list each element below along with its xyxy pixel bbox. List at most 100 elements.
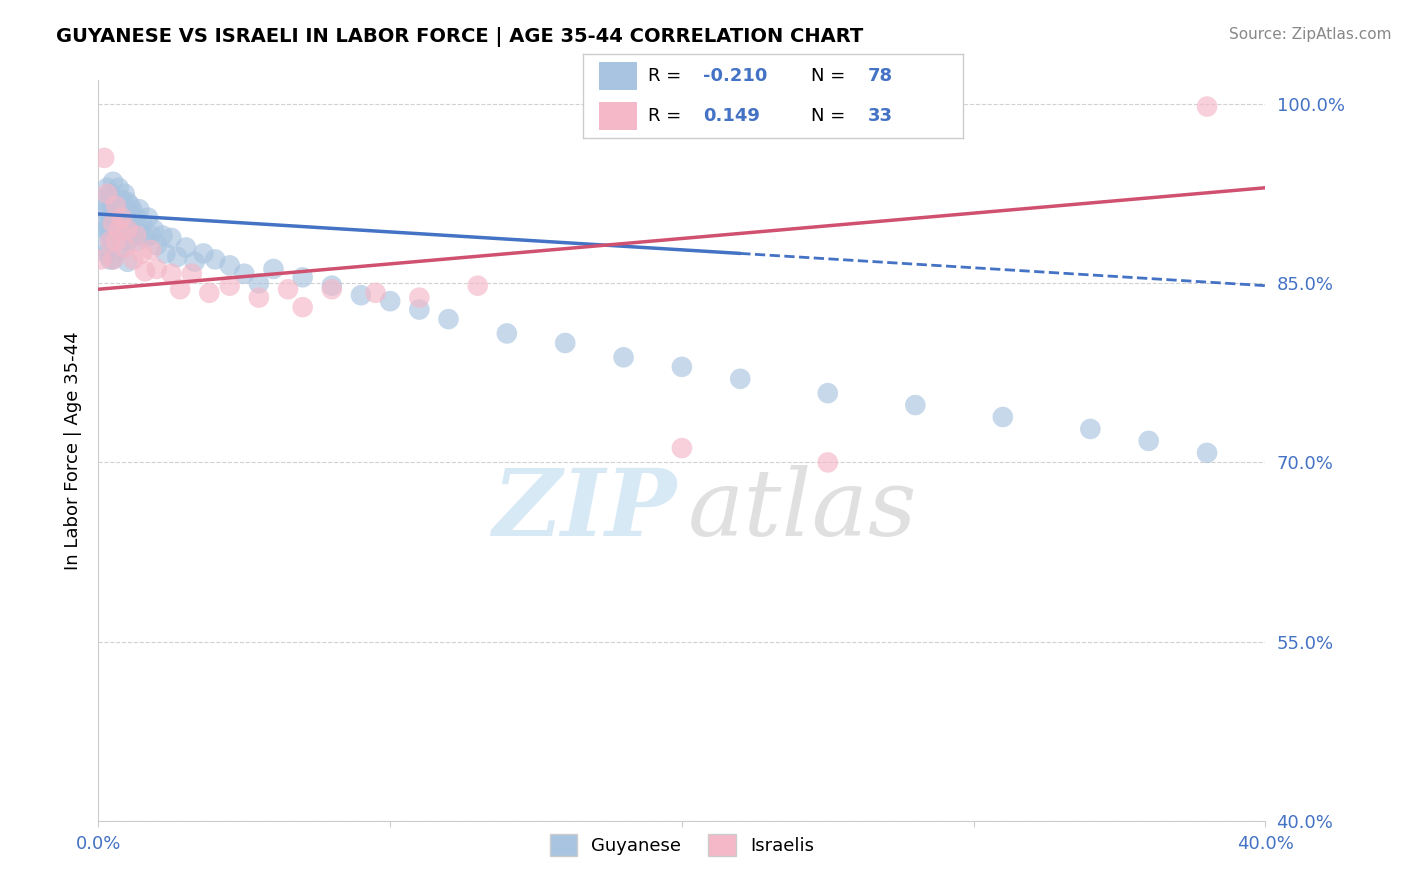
Text: R =: R = — [648, 107, 688, 125]
Point — [198, 285, 221, 300]
Point — [111, 193, 134, 207]
Point — [496, 326, 519, 341]
Point — [131, 246, 153, 260]
Point — [125, 211, 148, 225]
Point — [114, 240, 136, 254]
Point — [612, 351, 634, 365]
Point — [134, 264, 156, 278]
Point — [817, 386, 839, 401]
Point — [139, 243, 162, 257]
Point — [904, 398, 927, 412]
Point — [101, 252, 124, 267]
Point — [408, 302, 430, 317]
Point — [90, 193, 112, 207]
Point — [218, 278, 240, 293]
Point — [247, 277, 270, 291]
Point — [321, 278, 343, 293]
Point — [104, 193, 127, 207]
Point — [174, 240, 197, 254]
Point — [122, 204, 145, 219]
Point — [262, 262, 284, 277]
Point — [554, 336, 576, 351]
Point — [120, 199, 142, 213]
Point — [111, 211, 134, 225]
Point — [114, 207, 136, 221]
Point — [380, 294, 402, 309]
Point — [96, 246, 118, 260]
Point — [1080, 422, 1102, 436]
Bar — [599, 62, 637, 90]
Point — [104, 235, 127, 249]
Point — [408, 291, 430, 305]
Text: GUYANESE VS ISRAELI IN LABOR FORCE | AGE 35-44 CORRELATION CHART: GUYANESE VS ISRAELI IN LABOR FORCE | AGE… — [56, 27, 863, 46]
Point — [125, 228, 148, 243]
Point — [160, 231, 183, 245]
Point — [101, 217, 124, 231]
Point — [193, 246, 215, 260]
Text: atlas: atlas — [688, 465, 917, 555]
Point — [117, 217, 139, 231]
Point — [671, 359, 693, 374]
Point — [467, 278, 489, 293]
Point — [364, 285, 387, 300]
Point — [146, 238, 169, 252]
Point — [98, 211, 121, 225]
Point — [93, 151, 115, 165]
Point — [218, 259, 240, 273]
Point — [350, 288, 373, 302]
Point — [1195, 99, 1218, 113]
Point — [120, 222, 142, 236]
Point — [108, 202, 131, 217]
Point — [108, 243, 131, 257]
Point — [90, 217, 112, 231]
Point — [108, 180, 131, 194]
Point — [139, 228, 162, 243]
Point — [108, 222, 131, 236]
Point — [93, 199, 115, 213]
Point — [117, 195, 139, 210]
Point — [98, 252, 121, 267]
Text: ZIP: ZIP — [492, 465, 676, 555]
Point — [671, 441, 693, 455]
Point — [277, 282, 299, 296]
Point — [101, 175, 124, 189]
Point — [136, 211, 159, 225]
Point — [98, 235, 121, 249]
Point — [114, 228, 136, 243]
Point — [437, 312, 460, 326]
Point — [247, 291, 270, 305]
Text: Source: ZipAtlas.com: Source: ZipAtlas.com — [1229, 27, 1392, 42]
Point — [93, 240, 115, 254]
Point — [155, 246, 177, 260]
Text: -0.210: -0.210 — [703, 68, 768, 86]
Bar — [599, 102, 637, 130]
Point — [134, 231, 156, 245]
Point — [96, 204, 118, 219]
Point — [1195, 446, 1218, 460]
Point — [111, 235, 134, 249]
Point — [233, 267, 256, 281]
Point — [104, 199, 127, 213]
Point — [817, 455, 839, 469]
Text: N =: N = — [811, 68, 851, 86]
Point — [122, 228, 145, 243]
Point — [111, 211, 134, 225]
Point — [160, 267, 183, 281]
Point — [291, 300, 314, 314]
Point — [142, 222, 165, 236]
Legend: Guyanese, Israelis: Guyanese, Israelis — [543, 827, 821, 863]
Point — [146, 262, 169, 277]
Point — [730, 372, 752, 386]
Point — [125, 235, 148, 249]
Point — [96, 222, 118, 236]
Point — [114, 186, 136, 201]
Point — [93, 222, 115, 236]
Point — [183, 254, 205, 268]
Text: N =: N = — [811, 107, 851, 125]
Point — [131, 217, 153, 231]
Text: 0.149: 0.149 — [703, 107, 761, 125]
Point — [98, 228, 121, 243]
Point — [96, 186, 118, 201]
Point — [991, 410, 1014, 425]
Text: 78: 78 — [869, 68, 893, 86]
